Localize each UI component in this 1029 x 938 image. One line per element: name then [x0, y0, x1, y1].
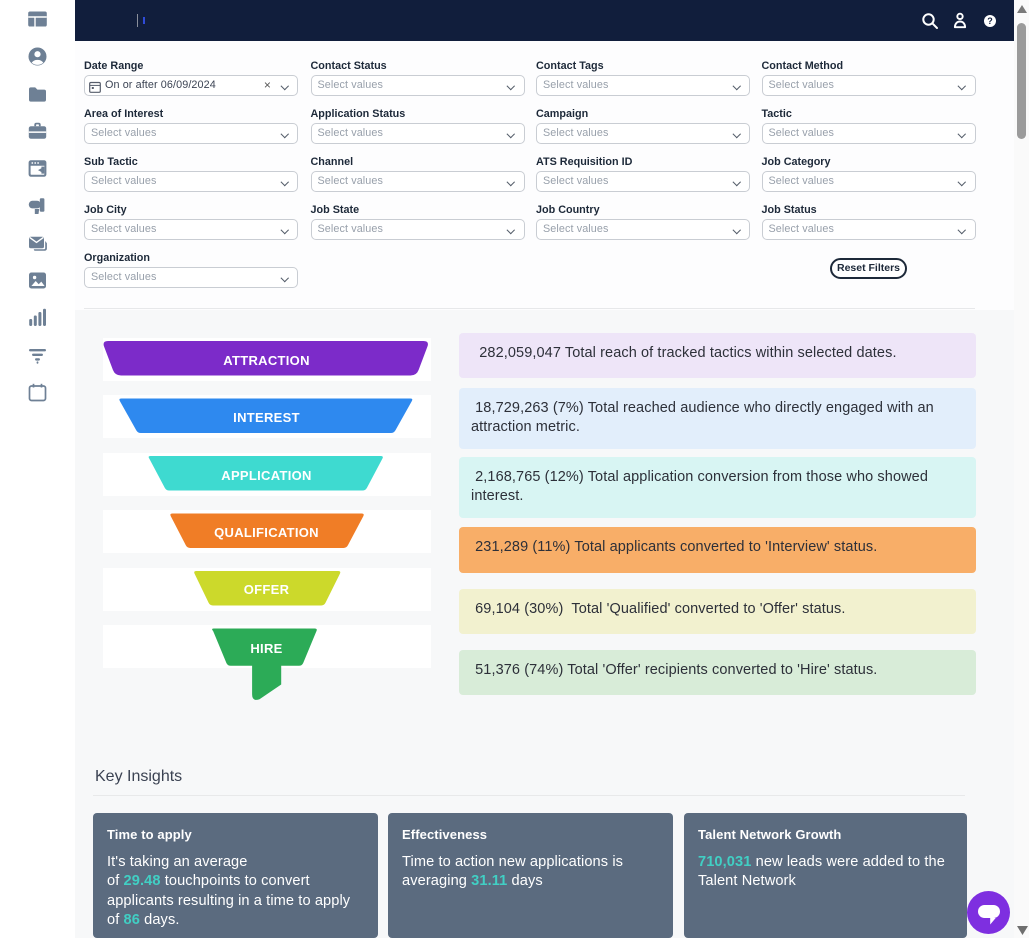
svg-text:?: ?	[987, 16, 993, 26]
